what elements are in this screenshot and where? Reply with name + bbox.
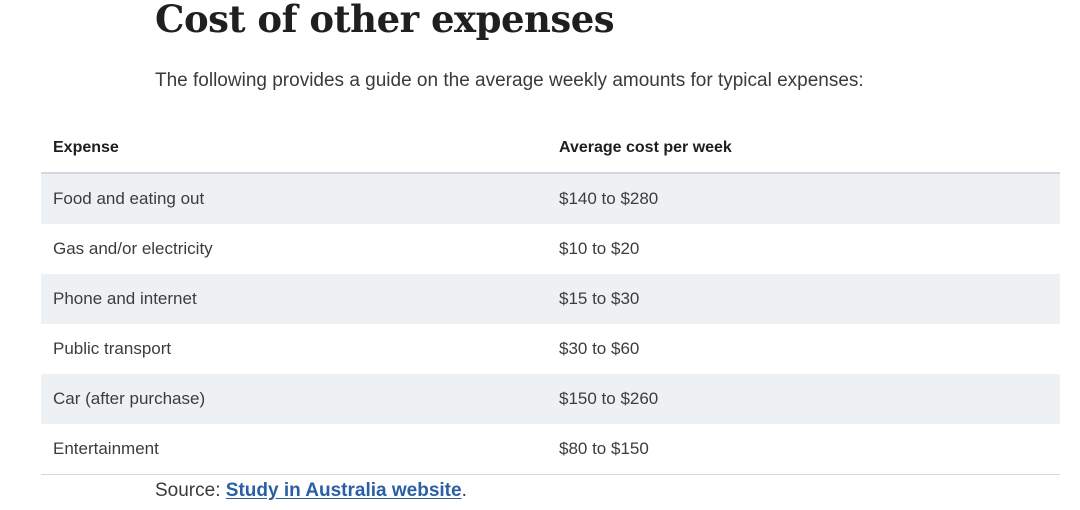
expense-cell: Car (after purchase) (53, 389, 206, 408)
expense-cell: Gas and/or electricity (53, 239, 213, 258)
column-header-average-cost: Average cost per week (547, 124, 1060, 174)
source-note: Source: Study in Australia website. (155, 478, 467, 504)
cost-cell: $15 to $30 (559, 289, 640, 308)
expenses-table: Expense Average cost per week Food and e… (41, 124, 1060, 475)
cost-cell: $80 to $150 (547, 424, 1060, 475)
table-row: Car (after purchase) $150 to $260 (41, 374, 1060, 424)
expense-cell: Food and eating out (53, 189, 205, 208)
expense-cell: Phone and internet (53, 289, 197, 308)
expense-cell: Public transport (53, 339, 172, 358)
source-prefix: Source: (155, 480, 226, 501)
cost-cell: $30 to $60 (559, 339, 640, 358)
cost-cell: $10 to $20 (559, 239, 640, 258)
column-header-expense: Expense (41, 124, 547, 174)
table-row: Food and eating out $140 to $280 (41, 173, 1060, 224)
page-title: Cost of other expenses (155, 0, 615, 41)
study-in-australia-link[interactable]: Study in Australia website (225, 480, 462, 501)
table-row: Public transport $30 to $60 (41, 324, 1060, 374)
cost-cell: $140 to $280 (559, 189, 659, 208)
table-row: Phone and internet $15 to $30 (41, 274, 1060, 324)
table-row: Entertainment $80 to $150 (41, 424, 1060, 475)
source-suffix: . (461, 480, 467, 501)
cost-cell: $150 to $260 (559, 389, 659, 408)
expense-cell: Entertainment (41, 424, 547, 475)
table-row: Gas and/or electricity $10 to $20 (41, 224, 1060, 274)
intro-text: The following provides a guide on the av… (155, 70, 864, 91)
table-header-row: Expense Average cost per week (41, 124, 1060, 174)
